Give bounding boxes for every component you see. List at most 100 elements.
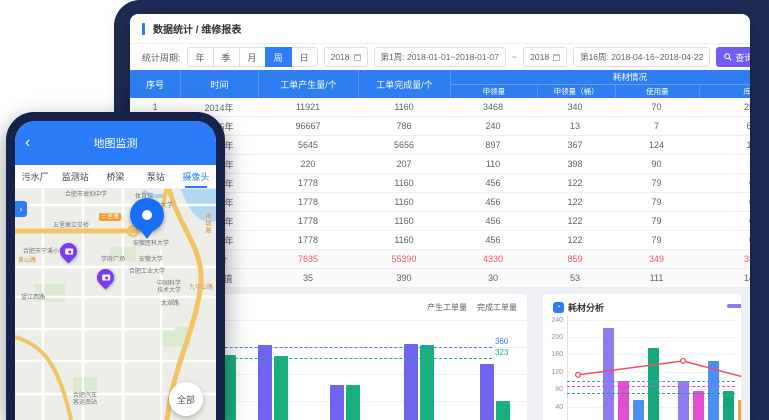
sub-column-header: 申领量 <box>482 87 506 96</box>
selected-camera-marker[interactable] <box>130 198 164 232</box>
reference-line <box>140 358 492 360</box>
map-label: 桐城路 <box>204 213 210 234</box>
map-tiles <box>15 189 216 420</box>
cell: 1415 <box>743 273 750 283</box>
bar <box>708 360 719 420</box>
cell: 2505 <box>743 102 750 112</box>
tab-摄像头[interactable]: 摄像头 <box>176 165 216 188</box>
cell: 456 <box>485 235 501 245</box>
cell: 122 <box>567 216 583 226</box>
y-axis-tick: 200 <box>551 334 563 341</box>
range-from-field[interactable]: 第1周: 2018-01-01~2018-01-07 <box>373 47 506 67</box>
breadcrumb: 数据统计 / 维修报表 <box>130 14 750 44</box>
y-axis-tick: 160 <box>551 351 563 359</box>
cell: 110 <box>485 159 501 169</box>
cell: 53 <box>569 273 580 283</box>
gridline <box>140 374 527 375</box>
bar <box>633 400 644 420</box>
year-to-value: 2018 <box>530 52 550 62</box>
legend-item: 完成工单量 <box>477 302 517 313</box>
cell: 3468 <box>482 102 504 112</box>
map-label: 学府广场 <box>101 257 126 263</box>
cell: 67 <box>699 174 750 192</box>
gridline <box>567 319 735 321</box>
cell: 220 <box>300 159 316 169</box>
legend-label: 产生工单量 <box>427 303 467 312</box>
map-view[interactable]: › 全部 合肥市琥珀中学体育馆安徽农业大学桐城路五里墩立交桥三里庵安徽医科大学合… <box>15 189 216 420</box>
map-label: 望江西路 <box>21 295 46 301</box>
bar <box>496 401 510 420</box>
cell: 2014年 <box>204 102 234 113</box>
cell: 398 <box>567 159 583 169</box>
column-header: 工单产生量/个 <box>258 70 358 98</box>
bar <box>258 344 272 420</box>
cell: 1 <box>152 102 158 112</box>
query-button-label: 查询 <box>735 52 750 63</box>
cell: 1778 <box>297 235 319 245</box>
filter-bar: 统计周期: 年季月周日 2018 第1周: 2018-01-01~2018-01… <box>130 44 750 70</box>
legend-item: 产生工单量 <box>427 302 467 313</box>
bar <box>648 347 659 420</box>
tab-监测站[interactable]: 监测站 <box>61 172 89 182</box>
show-all-button[interactable]: 全部 <box>169 382 203 416</box>
cell: 19 <box>699 155 750 173</box>
tab-污水厂[interactable]: 污水厂 <box>21 172 49 182</box>
tab-桥梁[interactable]: 桥梁 <box>106 172 125 182</box>
cell: 90 <box>651 159 662 169</box>
cell: 35 <box>302 273 313 283</box>
cell: 897 <box>485 140 501 150</box>
period-option-年[interactable]: 年 <box>186 47 214 67</box>
app-tab-bar: 污水厂 监测站 桥梁 泵站 摄像头 <box>15 165 216 189</box>
cell: 30 <box>487 273 498 283</box>
cell: 786 <box>396 121 412 131</box>
range-to-field[interactable]: 第16周: 2018-04-16~2018-04-22 <box>573 47 711 67</box>
cell: 96667 <box>295 121 321 131</box>
reference-line <box>567 392 735 394</box>
cell: 70 <box>651 102 662 112</box>
cell: 1160 <box>394 102 414 112</box>
breadcrumb-text: 数据统计 / 维修报表 <box>153 25 242 36</box>
reference-line-label: 360 <box>495 337 509 346</box>
column-header: 工单完成量/个 <box>358 70 450 98</box>
bar <box>346 384 360 420</box>
map-label: 九华山路 <box>189 285 214 291</box>
cell: 7 <box>653 121 659 131</box>
bar <box>480 363 494 420</box>
sub-header-row: 申领量 申领量（桶）使用量库存量 <box>451 84 750 98</box>
period-option-日[interactable]: 日 <box>290 47 318 67</box>
range-from-value: 第1周: 2018-01-01~2018-01-07 <box>380 52 499 62</box>
period-option-月[interactable]: 月 <box>238 47 266 67</box>
column-header: 时间 <box>180 70 258 98</box>
search-icon <box>724 53 732 61</box>
cell: 129 <box>746 140 750 150</box>
cell: 79 <box>651 197 662 207</box>
phone-mockup: ‹ 地图监测 污水厂 监测站 桥梁 泵站 摄像头 <box>6 112 225 420</box>
legend-stub <box>727 304 741 308</box>
map-label: 合肥汽车 客运南站 <box>73 393 98 406</box>
year-from-select[interactable]: 2018 <box>323 47 368 67</box>
cell: 11921 <box>295 102 321 112</box>
period-option-季[interactable]: 季 <box>212 47 240 67</box>
bar <box>693 391 704 420</box>
back-chevron-icon[interactable]: ‹ <box>25 134 31 151</box>
query-button[interactable]: 查询 <box>716 47 750 67</box>
map-label: 太湖路 <box>161 301 180 307</box>
map-label: 合肥市琥珀中学 <box>65 192 108 198</box>
cell: 67 <box>699 212 750 230</box>
cell: 1160 <box>394 178 414 188</box>
year-to-select[interactable]: 2018 <box>523 47 568 67</box>
reference-line <box>567 380 735 382</box>
y-axis-tick: 120 <box>551 368 563 376</box>
tab-泵站[interactable]: 泵站 <box>146 172 165 182</box>
cell: 3325 <box>743 254 750 264</box>
cell: 79 <box>651 178 662 188</box>
bar <box>618 380 629 420</box>
map-label: 三里庵 <box>99 213 122 221</box>
y-axis-tick: 80 <box>555 386 563 394</box>
period-option-周[interactable]: 周 <box>264 47 292 67</box>
map-expand-button[interactable]: › <box>15 201 27 217</box>
cell: 13 <box>569 121 580 131</box>
bar <box>723 391 734 420</box>
